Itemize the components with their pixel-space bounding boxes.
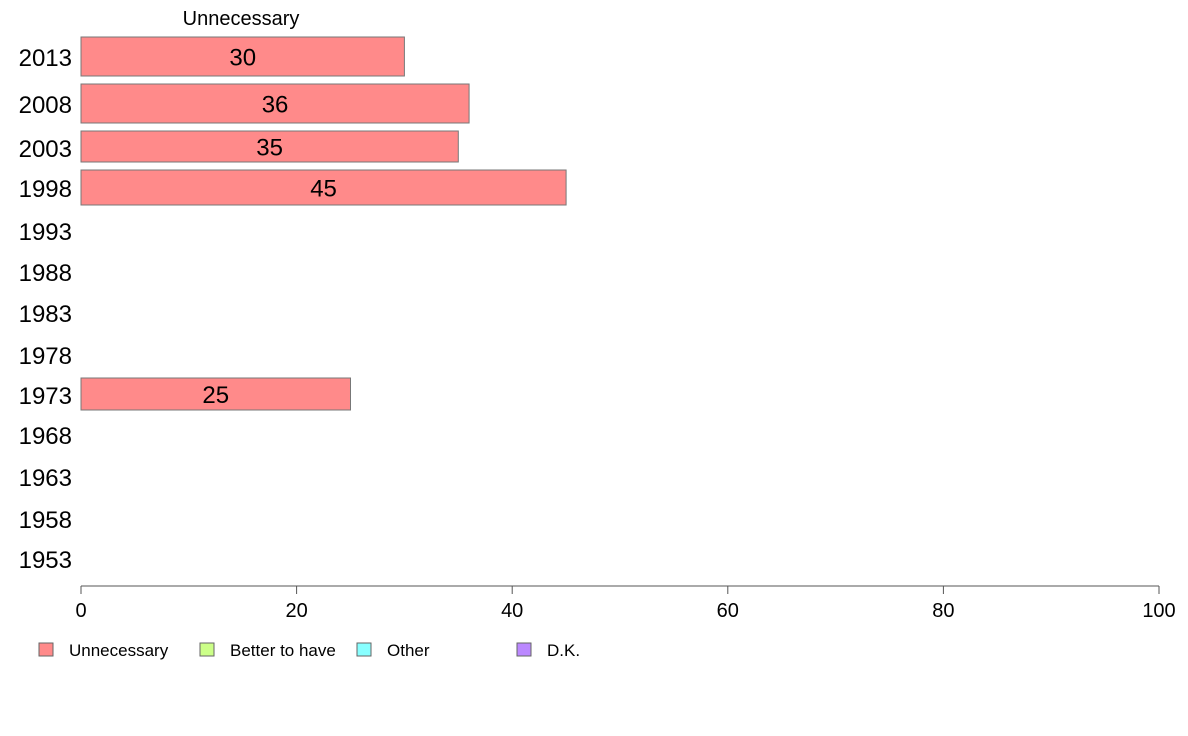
y-tick-label-1963: 1963 — [19, 465, 72, 492]
y-tick-label-1993: 1993 — [19, 219, 72, 246]
bar-value-label-1973: 25 — [202, 382, 229, 409]
legend-swatch-0 — [38, 642, 54, 657]
legend: Unnecessary Better to have Other D.K. — [38, 641, 580, 660]
bar-value-label-2013: 30 — [229, 45, 256, 72]
bar-2013 — [80, 36, 405, 77]
legend-label-2: Other — [387, 641, 430, 660]
bar-value-label-2003: 35 — [256, 135, 283, 162]
bar-value-label-2008: 36 — [262, 92, 289, 119]
legend-label-1: Better to have — [230, 641, 336, 660]
y-tick-label-1953: 1953 — [19, 547, 72, 574]
legend-swatch-3 — [516, 642, 532, 657]
y-tick-label-1978: 1978 — [19, 343, 72, 370]
bar-1973 — [80, 377, 351, 411]
y-tick-label-1988: 1988 — [19, 260, 72, 287]
bar-2008 — [80, 83, 470, 124]
y-tick-label-1998: 1998 — [19, 176, 72, 203]
series-title: Unnecessary — [183, 8, 300, 30]
y-tick-label-2013: 2013 — [19, 45, 72, 72]
y-axis-labels: 2013 2008 2003 1998 1993 1988 1983 1978 1973 1968… — [19, 45, 72, 574]
y-tick-label-1968: 1968 — [19, 423, 72, 450]
x-tick-label-40: 40 — [501, 600, 523, 622]
bar-2003 — [80, 130, 459, 163]
x-tick-label-100: 100 — [1142, 600, 1175, 622]
x-tick-label-60: 60 — [717, 600, 739, 622]
x-tick-label-20: 20 — [285, 600, 307, 622]
x-axis: 0 20 40 60 80 100 — [75, 585, 1176, 622]
bar-value-label-1998: 45 — [310, 176, 337, 203]
x-tick-label-0: 0 — [75, 600, 86, 622]
x-tick-label-80: 80 — [932, 600, 954, 622]
bar-1998 — [80, 169, 567, 206]
y-tick-label-2008: 2008 — [19, 92, 72, 119]
y-tick-label-1973: 1973 — [19, 383, 72, 410]
y-tick-label-2003: 2003 — [19, 136, 72, 163]
legend-label-3: D.K. — [547, 641, 580, 660]
legend-swatch-1 — [199, 642, 215, 657]
y-tick-label-1983: 1983 — [19, 301, 72, 328]
legend-label-0: Unnecessary — [69, 641, 169, 660]
y-tick-label-1958: 1958 — [19, 507, 72, 534]
legend-swatch-2 — [356, 642, 372, 657]
